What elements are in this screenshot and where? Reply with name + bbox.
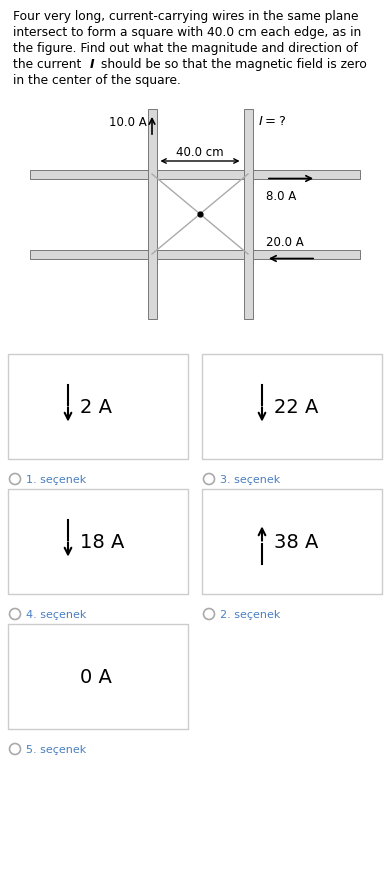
- Text: 40.0 cm: 40.0 cm: [176, 146, 224, 159]
- Bar: [8, 625, 188, 729]
- Bar: [202, 489, 382, 595]
- Text: 20.0 A: 20.0 A: [266, 236, 304, 249]
- Text: 3. seçenek: 3. seçenek: [220, 475, 280, 485]
- Text: the figure. Find out what the magnitude and direction of: the figure. Find out what the magnitude …: [13, 42, 358, 55]
- Text: 18 A: 18 A: [80, 532, 124, 551]
- Text: $I = ?$: $I = ?$: [258, 115, 286, 128]
- Text: the current: the current: [13, 58, 85, 71]
- Bar: [30, 250, 360, 260]
- Bar: [8, 489, 188, 595]
- Text: 8.0 A: 8.0 A: [266, 190, 296, 203]
- Bar: [8, 354, 188, 460]
- Text: 1. seçenek: 1. seçenek: [26, 475, 86, 485]
- Bar: [147, 110, 156, 320]
- Text: 4. seçenek: 4. seçenek: [26, 610, 86, 619]
- Text: 2 A: 2 A: [80, 398, 112, 416]
- Text: I: I: [90, 58, 95, 71]
- Text: Four very long, current-carrying wires in the same plane: Four very long, current-carrying wires i…: [13, 10, 359, 23]
- Bar: [30, 170, 360, 179]
- Text: should be so that the magnetic field is zero: should be so that the magnetic field is …: [97, 58, 367, 71]
- Bar: [244, 110, 253, 320]
- Text: 38 A: 38 A: [274, 532, 318, 551]
- Text: 2. seçenek: 2. seçenek: [220, 610, 280, 619]
- Text: intersect to form a square with 40.0 cm each edge, as in: intersect to form a square with 40.0 cm …: [13, 26, 361, 39]
- Text: 0 A: 0 A: [80, 667, 112, 687]
- Text: 10.0 A: 10.0 A: [109, 116, 147, 129]
- Bar: [202, 354, 382, 460]
- Text: in the center of the square.: in the center of the square.: [13, 74, 181, 87]
- Text: 5. seçenek: 5. seçenek: [26, 744, 86, 754]
- Text: 22 A: 22 A: [274, 398, 318, 416]
